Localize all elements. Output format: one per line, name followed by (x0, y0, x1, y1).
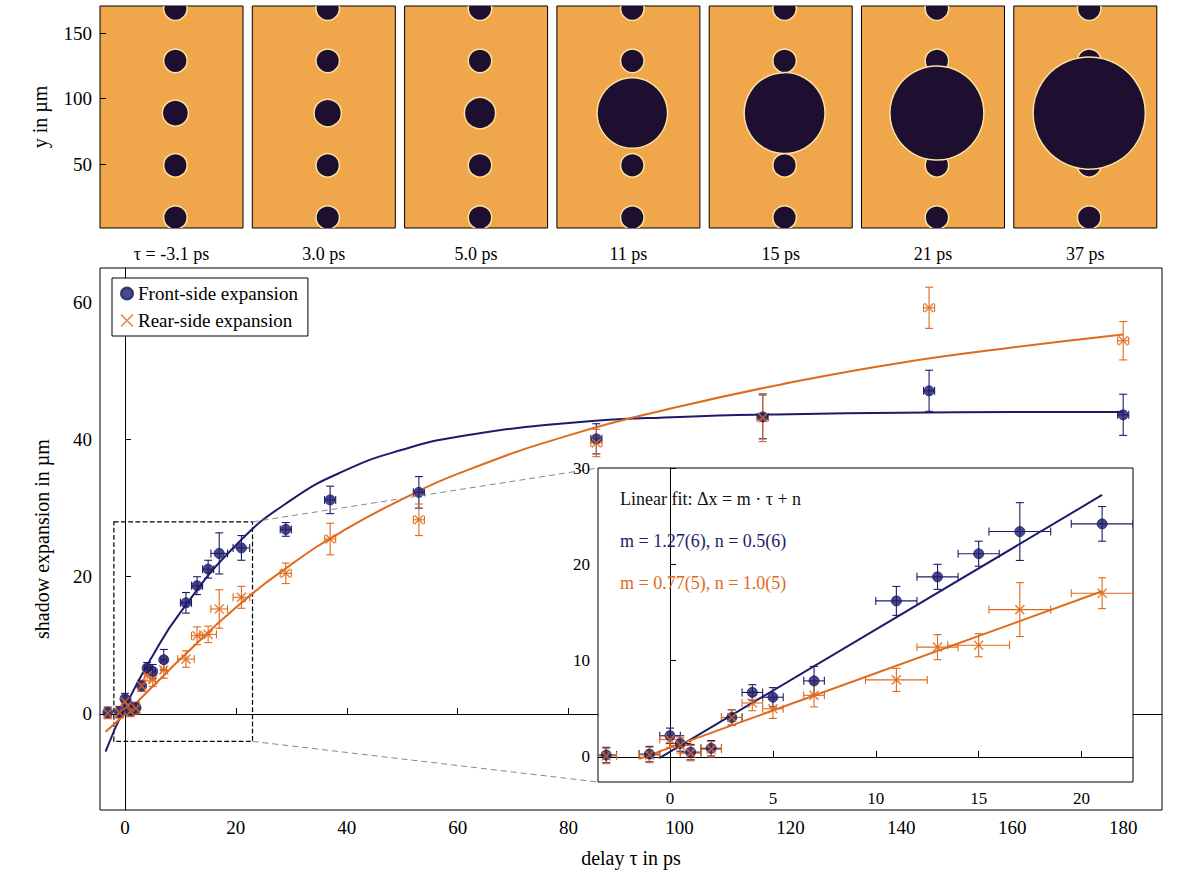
svg-text:5: 5 (769, 789, 778, 808)
svg-text:30: 30 (573, 459, 590, 478)
svg-text:50: 50 (73, 154, 92, 175)
svg-text:0: 0 (120, 817, 130, 838)
svg-text:11 ps: 11 ps (609, 244, 647, 264)
svg-text:10: 10 (867, 789, 884, 808)
svg-text:Rear-side expansion: Rear-side expansion (138, 310, 293, 331)
svg-text:y in µm: y in µm (29, 85, 52, 148)
svg-text:τ = -3.1 ps: τ = -3.1 ps (134, 244, 209, 264)
svg-text:Linear fit: Δx = m · τ + n: Linear fit: Δx = m · τ + n (620, 489, 801, 509)
svg-text:160: 160 (998, 817, 1027, 838)
svg-text:5.0 ps: 5.0 ps (455, 244, 498, 264)
svg-text:40: 40 (337, 817, 356, 838)
svg-text:60: 60 (73, 292, 92, 313)
svg-text:shadow expansion in µm: shadow expansion in µm (31, 439, 54, 639)
svg-text:20: 20 (226, 817, 245, 838)
svg-text:0: 0 (83, 703, 93, 724)
svg-text:15: 15 (970, 789, 987, 808)
svg-text:0: 0 (666, 789, 675, 808)
svg-text:m = 1.27(6), n = 0.5(6): m = 1.27(6), n = 0.5(6) (620, 531, 786, 552)
svg-text:0: 0 (582, 747, 591, 766)
svg-text:37 ps: 37 ps (1066, 244, 1105, 264)
svg-text:m = 0.77(5), n = 1.0(5): m = 0.77(5), n = 1.0(5) (620, 573, 786, 594)
svg-text:delay τ in ps: delay τ in ps (581, 847, 681, 870)
svg-text:20: 20 (573, 555, 590, 574)
svg-text:100: 100 (64, 88, 93, 109)
svg-text:140: 140 (887, 817, 916, 838)
svg-text:100: 100 (665, 817, 694, 838)
svg-text:40: 40 (73, 429, 92, 450)
svg-text:3.0 ps: 3.0 ps (302, 244, 345, 264)
svg-text:80: 80 (559, 817, 578, 838)
svg-text:120: 120 (776, 817, 805, 838)
svg-text:20: 20 (73, 566, 92, 587)
svg-text:20: 20 (1073, 789, 1090, 808)
svg-text:150: 150 (64, 23, 93, 44)
svg-text:60: 60 (448, 817, 467, 838)
svg-text:15 ps: 15 ps (761, 244, 800, 264)
svg-text:Front-side expansion: Front-side expansion (138, 283, 298, 304)
svg-text:180: 180 (1109, 817, 1138, 838)
svg-text:10: 10 (573, 651, 590, 670)
svg-text:21 ps: 21 ps (914, 244, 953, 264)
